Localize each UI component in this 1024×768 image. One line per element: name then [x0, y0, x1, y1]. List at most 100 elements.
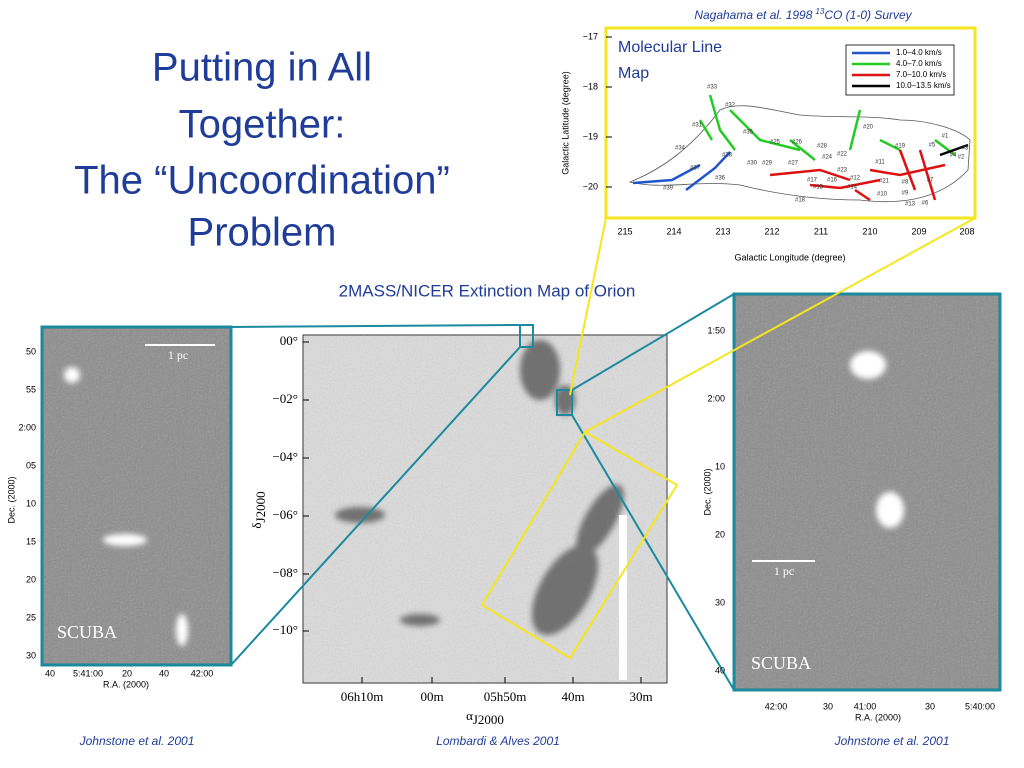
filament-label: #2 — [958, 155, 965, 161]
filament-label: #28 — [817, 144, 828, 150]
filament-label: #20 — [863, 125, 874, 131]
title-line: Problem — [188, 211, 337, 255]
filament-label: #1 — [942, 134, 949, 140]
y-tick-label: 30 — [715, 597, 725, 607]
title-line: Putting in All — [152, 46, 372, 90]
x-tick-label: 05h50m — [484, 689, 527, 704]
x-axis-label: Galactic Longitude (degree) — [734, 252, 845, 262]
filament-label: #31 — [692, 123, 703, 129]
scale-label: 1 pc — [774, 564, 794, 578]
y-tick-label: 2:00 — [707, 393, 725, 403]
title-line: Together: — [179, 103, 346, 147]
map-clouds — [335, 340, 624, 636]
filament-label: #38 — [722, 153, 733, 159]
filament-label: #10 — [877, 192, 888, 198]
filament-label: #4 — [950, 153, 957, 159]
y-tick-label: −17 — [583, 31, 598, 41]
x-tick-label: 5:41:00 — [73, 668, 103, 678]
legend-swatches — [852, 51, 890, 88]
filament-label: #22 — [837, 152, 848, 158]
filament-label: #37 — [690, 166, 701, 172]
zoom-box — [556, 389, 573, 416]
y-tick-label: 15 — [26, 536, 36, 546]
x-tick-label: 30 — [925, 701, 935, 711]
x-tick-label: 211 — [814, 226, 828, 236]
y-tick-label: 20 — [26, 574, 36, 584]
filament-label: #9 — [902, 191, 909, 197]
y-axis-label: Dec. (2000) — [6, 476, 16, 523]
filament-label: #21 — [879, 179, 890, 185]
filament-label: #6 — [922, 201, 929, 207]
filament-label: #39 — [663, 186, 674, 192]
filament-label: #18 — [795, 198, 806, 204]
filament-label: #34 — [675, 146, 686, 152]
legend-entry: 7.0–10.0 km/s — [896, 70, 946, 79]
map-gap — [619, 515, 627, 680]
x-tick-label: 20 — [122, 668, 132, 678]
filament-label: #17 — [807, 178, 818, 184]
filament-label: #7 — [927, 178, 934, 184]
x-tick-label: 212 — [764, 226, 779, 236]
filament-label: #14 — [847, 185, 858, 191]
y-axis-label: Dec. (2000) — [702, 468, 712, 515]
filament-label: #30 — [747, 161, 758, 167]
y-tick-label: 05 — [26, 460, 36, 470]
filament-label: #13 — [905, 202, 916, 208]
filaments — [632, 94, 969, 202]
filament-label: #24 — [822, 155, 833, 161]
y-tick-label: −08° — [272, 565, 298, 580]
x-tick-label: 42:00 — [765, 701, 788, 711]
y-tick-label: 55 — [26, 384, 36, 394]
y-tick-label: 00° — [280, 333, 298, 348]
x-tick-label: 06h10m — [341, 689, 384, 704]
x-tick-label: 30m — [629, 689, 652, 704]
y-tick-label: 2:00 — [18, 422, 36, 432]
filament-label: #27 — [788, 161, 799, 167]
y-tick-label: 30 — [26, 650, 36, 660]
y-tick-label: 10 — [26, 498, 36, 508]
zoom-box — [519, 324, 534, 348]
y-tick-label: 25 — [26, 612, 36, 622]
left-sources — [64, 367, 188, 646]
y-axis-label: δJ2000 — [249, 491, 268, 528]
legend-entry: 10.0–13.5 km/s — [896, 81, 951, 90]
filament-label: #19 — [895, 144, 906, 150]
filament-label: #11 — [875, 160, 885, 166]
filament-label: #32 — [725, 103, 736, 109]
y-tick-label: −20 — [583, 181, 598, 191]
filament-label: #26 — [792, 140, 803, 146]
credit: Lombardi & Alves 2001 — [436, 734, 560, 748]
left-noise — [44, 329, 229, 663]
axis-symbol: δ — [249, 522, 264, 528]
instrument-label: SCUBA — [751, 653, 811, 673]
credit: Johnstone et al. 2001 — [79, 734, 195, 748]
y-tick-label: 1:50 — [707, 325, 725, 335]
x-axis-label: R.A. (2000) — [103, 679, 149, 689]
x-axis-label: R.A. (2000) — [855, 712, 901, 722]
filament-label: #25 — [770, 140, 781, 146]
survey-label: Map — [618, 65, 649, 82]
yellow-outline — [480, 217, 976, 660]
y-tick-label: 10 — [715, 461, 725, 471]
right-sources — [850, 351, 904, 528]
y-tick-label: 50 — [26, 346, 36, 356]
x-tick-label: 209 — [911, 226, 926, 236]
legend-entry: 4.0–7.0 km/s — [896, 59, 942, 68]
filament-label: #15 — [813, 185, 824, 191]
survey-caption: Nagahama et al. 1998 13CO (1-0) Survey — [694, 7, 912, 22]
y-tick-label: −06° — [272, 507, 298, 522]
filament-label: #36 — [715, 176, 726, 182]
caption-authors: Nagahama et al. 1998 — [694, 8, 812, 22]
x-tick-label: 00m — [420, 689, 443, 704]
x-tick-label: 210 — [862, 226, 877, 236]
y-tick-label: −02° — [272, 391, 298, 406]
map-title: 2MASS/NICER Extinction Map of Orion — [339, 281, 636, 300]
x-tick-label: 208 — [959, 226, 974, 236]
caption-rest: CO (1-0) Survey — [824, 8, 912, 22]
x-tick-label: 213 — [715, 226, 730, 236]
x-tick-label: 5:40:00 — [965, 701, 995, 711]
credit: Johnstone et al. 2001 — [834, 734, 950, 748]
x-tick-label: 215 — [617, 226, 632, 236]
x-axis-label: αJ2000 — [466, 708, 504, 727]
